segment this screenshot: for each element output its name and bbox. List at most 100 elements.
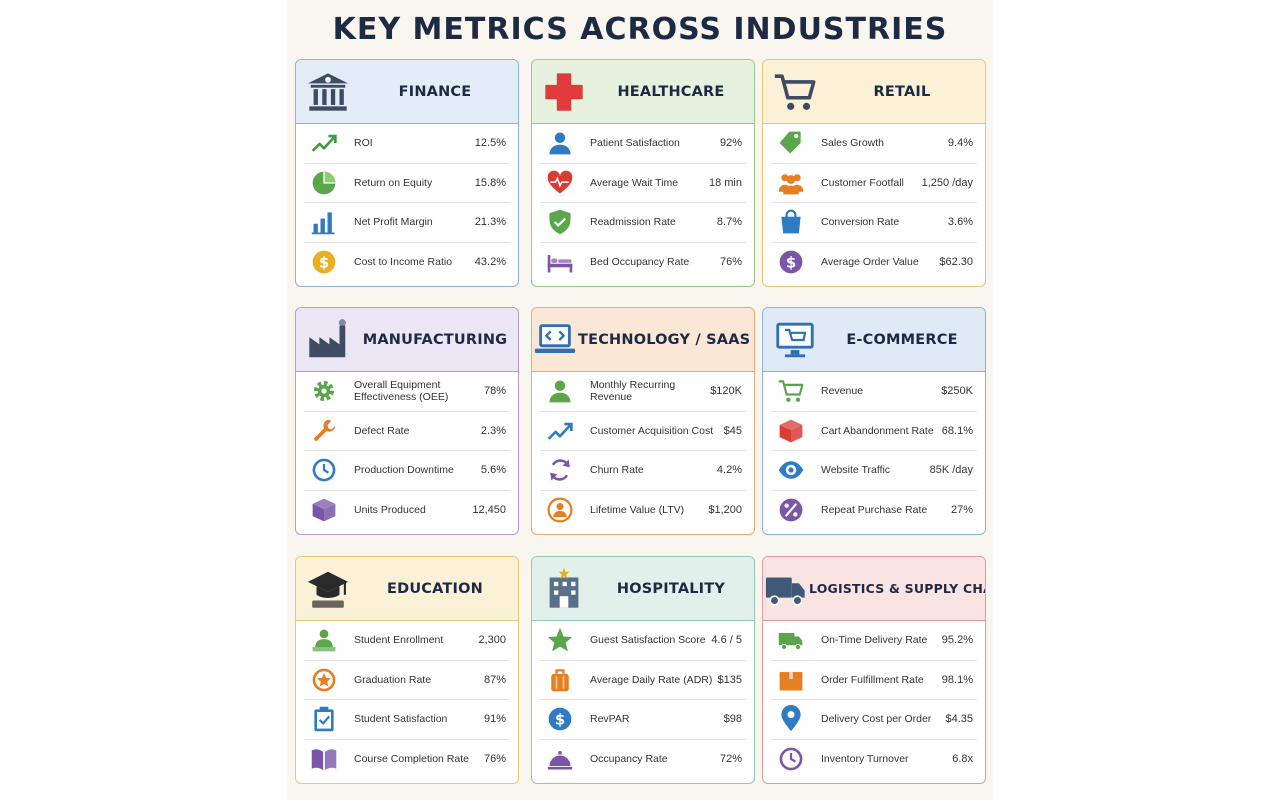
metric-label: Average Wait Time [590,176,679,189]
service-bell-icon [540,744,580,774]
package-icon [771,665,811,695]
metric-value: 76% [483,752,506,765]
metrics-list: Student Enrollment 2,300 Graduation Rate 87… [296,621,518,778]
card-header: LOGISTICS & SUPPLY CHAIN [763,557,985,621]
industry-card-education: EDUCATION Student Enrollment 2,300 Graduati… [295,556,519,784]
metric-value: 21.3% [474,216,506,229]
metric-label: Churn Rate [590,464,644,477]
cards-grid: FINANCE ROI 12.5% Return on Equity 15.8% Net … [287,0,993,800]
metric-row: Bed Occupancy Rate 76% [540,243,746,282]
metric-row: Average Wait Time 18 min [540,164,746,203]
card-title: E-COMMERCE [846,331,958,348]
metric-label: Return on Equity [354,176,433,189]
bank-icon [296,62,360,122]
luggage-icon [540,665,580,695]
industry-card-finance: FINANCE ROI 12.5% Return on Equity 15.8% Net … [295,59,519,287]
metric-value: $62.30 [939,255,973,268]
metric-label: Patient Satisfaction [590,137,680,150]
metric-row: Occupancy Rate 72% [540,740,746,779]
card-header: HEALTHCARE [532,60,754,124]
card-header: FINANCE [296,60,518,124]
clock-icon [304,455,344,485]
metrics-list: Overall Equipment Effectiveness (OEE) 78%… [296,372,518,529]
laptop-code-icon [532,310,578,370]
metric-row: Student Enrollment 2,300 [304,621,510,661]
metric-label: Production Downtime [354,464,454,477]
metric-row: Course Completion Rate 76% [304,740,510,779]
metric-value: 4.2% [716,464,742,477]
metric-value: $98 [723,713,742,726]
percent-icon [771,495,811,525]
card-title: FINANCE [398,83,472,100]
metric-label: Overall Equipment Effectiveness (OEE) [354,379,449,404]
metric-row: Churn Rate 4.2% [540,451,746,491]
metric-row: Sales Growth 9.4% [771,124,977,164]
bed-icon [540,247,580,277]
metric-value: 9.4% [947,137,973,150]
metric-value: $250K [941,385,973,398]
metric-label: Cost to Income Ratio [354,255,453,268]
metric-row: Cart Abandonment Rate 68.1% [771,412,977,451]
metric-value: 78% [483,385,506,398]
industry-card-healthcare: HEALTHCARE Patient Satisfaction 92% Average… [531,59,755,287]
infographic-poster: KEY METRICS ACROSS INDUSTRIES FINANCE ROI… [287,0,993,800]
industry-card-retail: RETAIL Sales Growth 9.4% Customer Footfall 1… [762,59,986,287]
metric-label: ROI [354,137,373,150]
svg-text:$: $ [555,711,565,729]
person-icon [540,128,580,158]
metric-label: Customer Acquisition Cost [590,424,714,437]
industry-card-logistics-supply-chain: LOGISTICS & SUPPLY CHAIN On-Time Delivery… [762,556,986,784]
metric-row: Student Satisfaction 91% [304,700,510,740]
metric-label: Readmission Rate [590,216,676,229]
monitor-cart-icon [763,310,827,370]
gear-icon [304,376,344,406]
metric-row: Lifetime Value (LTV) $1,200 [540,491,746,530]
pie-chart-icon [304,168,344,198]
metrics-list: Guest Satisfaction Score 4.6 / 5 Average D… [532,621,754,778]
metric-value: 27% [950,503,973,516]
shield-check-icon [540,207,580,237]
dollar-coin-icon: $ [304,247,344,277]
industry-card-hospitality: HOSPITALITY Guest Satisfaction Score 4.6 /… [531,556,755,784]
metrics-list: Patient Satisfaction 92% Average Wait Time… [532,124,754,281]
trend-up-icon [540,416,580,446]
metrics-list: Revenue $250K Cart Abandonment Rate 68.1% We… [763,372,985,529]
metric-row: Overall Equipment Effectiveness (OEE) 78% [304,372,510,412]
metric-label: Average Daily Rate (ADR) [590,673,713,686]
metric-label: Guest Satisfaction Score [590,634,706,647]
metric-label: On-Time Delivery Rate [821,634,928,647]
metric-value: 12,450 [472,503,506,516]
graduation-cap-icon [296,559,360,619]
card-header: MANUFACTURING [296,308,518,372]
metric-row: Patient Satisfaction 92% [540,124,746,164]
metric-row: Inventory Turnover 6.8x [771,740,977,779]
cube-icon [771,416,811,446]
metric-row: Repeat Purchase Rate 27% [771,491,977,530]
metrics-list: Monthly Recurring Revenue $120K Customer A… [532,372,754,529]
location-pin-icon [771,704,811,734]
card-title: TECHNOLOGY / SAAS [578,331,751,348]
dollar-coin-icon: $ [540,704,580,734]
svg-text:$: $ [786,253,796,271]
metric-label: Net Profit Margin [354,216,433,229]
metric-row: Website Traffic 85K /day [771,451,977,491]
metric-value: 15.8% [474,176,506,189]
metric-row: Customer Acquisition Cost $45 [540,412,746,451]
metric-label: Units Produced [354,503,426,516]
shopping-cart-icon [771,376,811,406]
metric-label: Order Fulfillment Rate [821,673,924,686]
heart-pulse-icon [540,168,580,198]
metric-row: $ RevPAR $98 [540,700,746,740]
metric-label: Revenue [821,385,864,398]
metric-value: 5.6% [480,464,506,477]
metric-label: Cart Abandonment Rate [821,424,934,437]
metric-value: $4.35 [945,713,973,726]
page-title: KEY METRICS ACROSS INDUSTRIES [332,12,948,47]
person-icon [540,376,580,406]
metric-label: Monthly Recurring Revenue [590,379,676,404]
metric-value: 3.6% [947,216,973,229]
metric-value: 87% [483,673,506,686]
metric-label: Average Order Value [821,255,919,268]
metric-row: On-Time Delivery Rate 95.2% [771,621,977,661]
metric-value: $45 [723,424,742,437]
